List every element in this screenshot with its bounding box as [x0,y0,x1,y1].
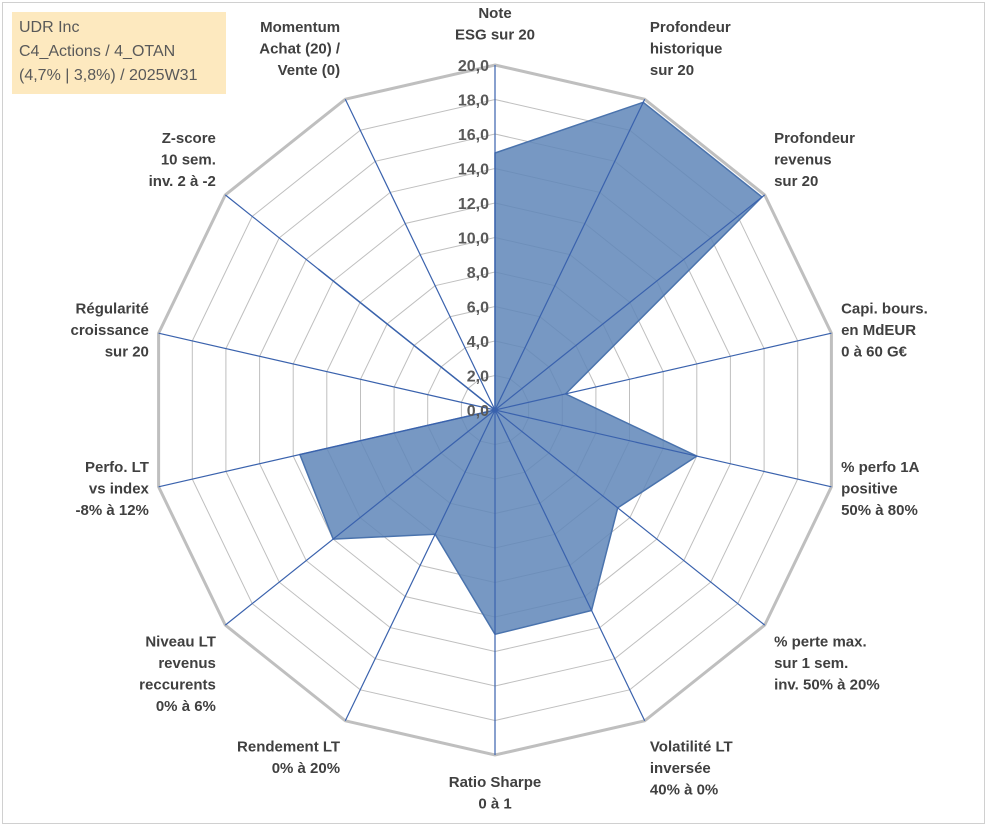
title-line-category: C4_Actions / 4_OTAN [19,43,176,60]
axis-spoke [224,194,496,411]
tick-label: 12,0 [458,196,489,213]
axis-label: Profondeur revenus sur 20 [774,130,855,190]
axis-spoke [158,332,496,411]
axis-spoke [494,409,766,626]
axis-label: Régularité croissance sur 20 [71,300,149,360]
tick-label: 10,0 [458,231,489,248]
axis-label: Momentum Achat (20) / Vente (0) [259,19,341,79]
axis-label: Rendement LT 0% à 20% [237,739,340,778]
tick-label: 0,0 [467,403,489,420]
tick-label: 18,0 [458,93,489,110]
tick-label: 16,0 [458,127,489,144]
axis-label: % perfo 1A positive 50% à 80% [841,459,920,519]
tick-label: 14,0 [458,162,489,179]
title-line-company: UDR Inc [19,19,80,36]
tick-label: 4,0 [467,334,489,351]
series-area [298,101,764,636]
title-line-rates: (4,7% | 3,8%) / 2025W31 [19,67,198,84]
axis-label: Ratio Sharpe 0 à 1 [449,774,542,813]
tick-label: 20,0 [458,58,489,75]
axis-spoke [494,332,832,411]
chart-title-box: UDR Inc C4_Actions / 4_OTAN (4,7% | 3,8%… [12,12,226,94]
axis-label: Volatilité LT inversée 40% à 0% [650,739,733,799]
tick-label: 8,0 [467,265,489,282]
axis-spoke [158,409,496,488]
axis-label: Z-score 10 sem. inv. 2 à -2 [149,130,216,190]
axis-spoke [494,409,646,722]
axis-spoke [224,409,496,626]
tick-label: 2,0 [467,369,489,386]
axis-spoke [494,409,832,488]
axis-label: Profondeur historique sur 20 [650,19,731,79]
axis-label: Niveau LT revenus reccurents 0% à 6% [139,634,216,716]
axis-spoke [494,98,646,411]
axis-label: % perte max. sur 1 sem. inv. 50% à 20% [774,634,880,694]
tick-label: 6,0 [467,300,489,317]
axis-label: Perfo. LT vs index -8% à 12% [76,459,150,519]
axis-spoke [344,98,496,411]
axis-spoke [494,194,766,411]
axis-label: Note ESG sur 20 [455,5,535,44]
axis-label: Capi. bours. en MdEUR 0 à 60 G€ [841,300,928,360]
axis-spoke [344,409,496,722]
